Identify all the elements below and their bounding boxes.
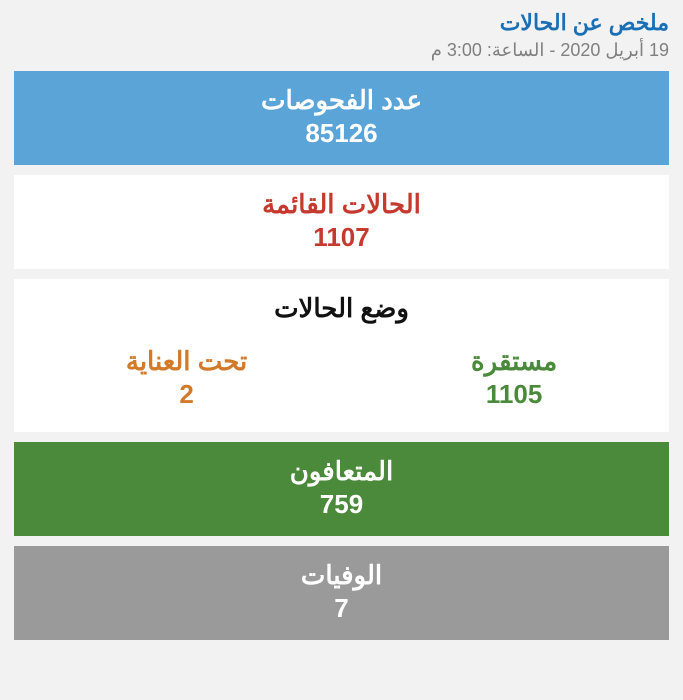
active-cases-panel: الحالات القائمة 1107 bbox=[14, 175, 669, 269]
critical-label: تحت العناية bbox=[126, 346, 247, 377]
status-title: وضع الحالات bbox=[14, 293, 669, 324]
recovered-value: 759 bbox=[14, 489, 669, 520]
critical-column: تحت العناية 2 bbox=[126, 346, 247, 410]
tests-label: عدد الفحوصات bbox=[14, 85, 669, 116]
recovered-panel: المتعافون 759 bbox=[14, 442, 669, 536]
deaths-panel: الوفيات 7 bbox=[14, 546, 669, 640]
deaths-value: 7 bbox=[14, 593, 669, 624]
tests-panel: عدد الفحوصات 85126 bbox=[14, 71, 669, 165]
summary-container: ملخص عن الحالات 19 أبريل 2020 - الساعة: … bbox=[0, 0, 683, 660]
tests-value: 85126 bbox=[14, 118, 669, 149]
stable-column: مستقرة 1105 bbox=[471, 346, 557, 410]
status-row: مستقرة 1105 تحت العناية 2 bbox=[14, 346, 669, 410]
page-title: ملخص عن الحالات bbox=[14, 10, 669, 36]
stable-value: 1105 bbox=[471, 379, 557, 410]
critical-value: 2 bbox=[126, 379, 247, 410]
deaths-label: الوفيات bbox=[14, 560, 669, 591]
status-panel: وضع الحالات مستقرة 1105 تحت العناية 2 bbox=[14, 279, 669, 432]
active-value: 1107 bbox=[14, 222, 669, 253]
stable-label: مستقرة bbox=[471, 346, 557, 377]
recovered-label: المتعافون bbox=[14, 456, 669, 487]
page-date: 19 أبريل 2020 - الساعة: 3:00 م bbox=[14, 40, 669, 61]
active-label: الحالات القائمة bbox=[14, 189, 669, 220]
